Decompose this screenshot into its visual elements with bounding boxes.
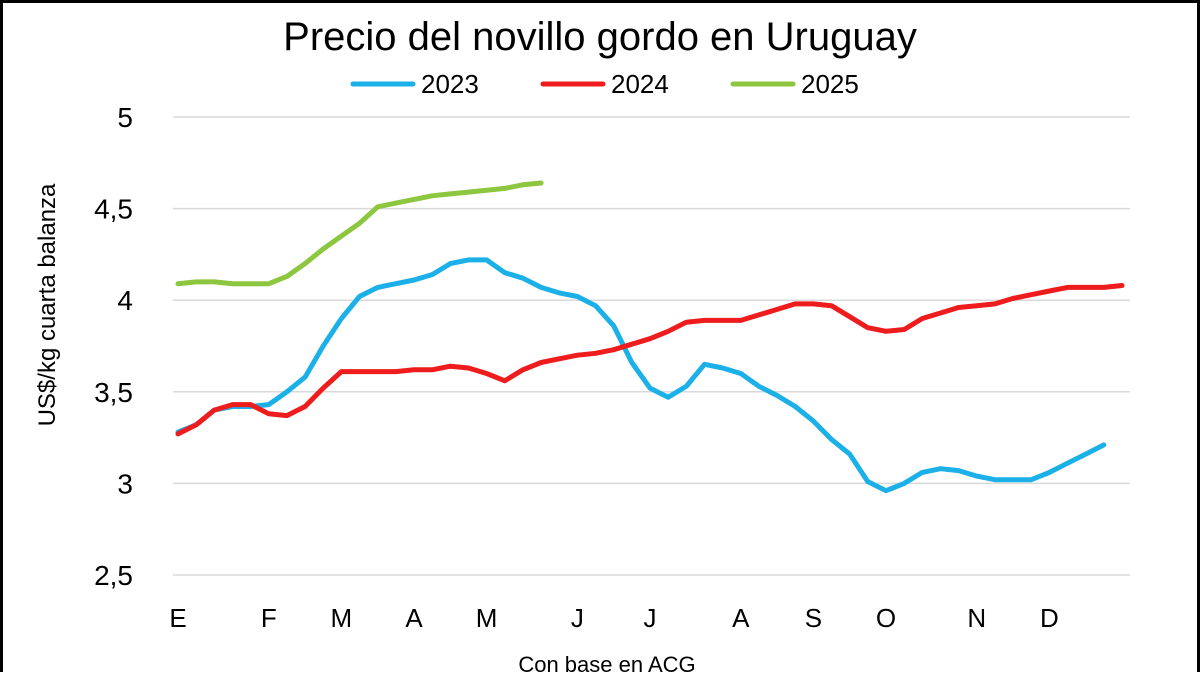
x-tick-label: M <box>331 603 353 633</box>
x-tick-label: A <box>405 603 423 633</box>
y-axis-label: US$/kg cuarta balanza <box>34 183 61 426</box>
y-tick-label: 5 <box>117 102 133 133</box>
legend-label-2025: 2025 <box>801 69 859 99</box>
gridlines <box>173 116 1130 576</box>
series-line-2023 <box>175 257 1107 494</box>
x-tick-label: M <box>476 603 498 633</box>
series-line-2025 <box>175 180 544 287</box>
x-tick-label: J <box>644 603 657 633</box>
y-tick-label: 3 <box>117 468 133 499</box>
chart-title: Precio del novillo gordo en Uruguay <box>283 15 917 59</box>
x-axis-label: Con base en ACG <box>518 652 695 675</box>
x-tick-label: N <box>967 603 986 633</box>
x-tick-label: A <box>732 603 750 633</box>
series-lines <box>175 180 1125 494</box>
y-axis-ticks: 5 4,5 4 3,5 3 2,5 <box>94 102 133 591</box>
x-tick-label: F <box>261 603 277 633</box>
legend-label-2023: 2023 <box>421 69 479 99</box>
y-tick-label: 3,5 <box>94 377 133 408</box>
series-line-2024 <box>175 283 1125 437</box>
x-tick-label: E <box>169 603 186 633</box>
y-tick-label: 4 <box>117 285 133 316</box>
x-tick-label: J <box>571 603 584 633</box>
legend: 2023 2024 2025 <box>350 69 859 99</box>
y-tick-label: 4,5 <box>94 194 133 225</box>
x-tick-label: D <box>1040 603 1059 633</box>
x-tick-label: O <box>876 603 896 633</box>
legend-label-2024: 2024 <box>611 69 669 99</box>
y-tick-label: 2,5 <box>94 560 133 591</box>
x-tick-label: S <box>805 603 822 633</box>
